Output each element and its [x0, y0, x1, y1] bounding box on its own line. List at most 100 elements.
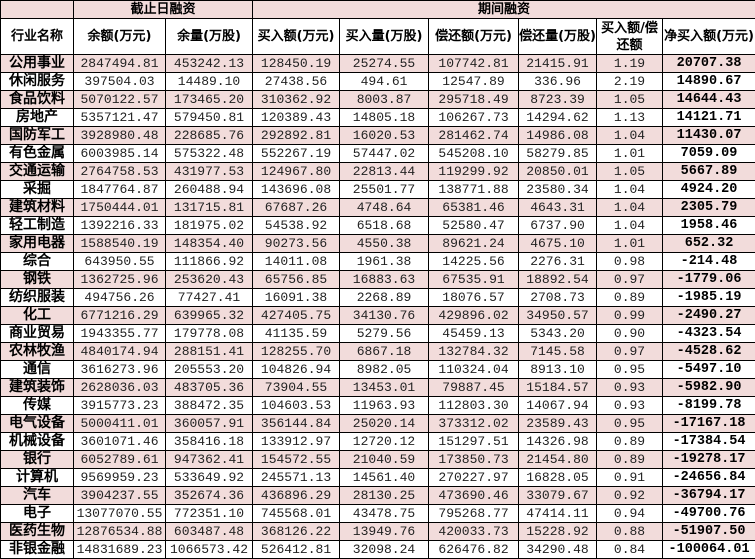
cell-balance-amount: 3915773.23: [73, 396, 166, 415]
cell-balance-volume: 453242.13: [164, 54, 254, 73]
cell-buy-volume: 8982.05: [339, 360, 430, 379]
cell-repay-amount: 173850.73: [428, 450, 520, 469]
cell-buy-volume: 5279.56: [339, 324, 430, 343]
cell-repay-volume: 14326.98: [518, 432, 598, 451]
cell-repay-volume: 16828.05: [518, 468, 598, 487]
cell-repay-amount: 65381.46: [428, 198, 520, 217]
cell-net-buy-amount: -17384.54: [662, 432, 755, 451]
cell-buy-volume: 4748.64: [339, 198, 430, 217]
cell-balance-volume: 352674.36: [164, 486, 254, 505]
cell-buy-volume: 25274.55: [339, 54, 430, 73]
cell-balance-amount: 3601071.46: [73, 432, 166, 451]
cell-repay-volume: 2708.73: [518, 288, 598, 307]
cell-buy-volume: 43478.75: [339, 504, 430, 523]
cell-buy-repay-ratio: 0.95: [596, 414, 664, 433]
cell-repay-amount: 14225.56: [428, 252, 520, 271]
cell-buy-amount: 292892.81: [252, 126, 341, 145]
cell-balance-volume: 173465.20: [164, 90, 254, 109]
cell-balance-volume: 639965.32: [164, 306, 254, 325]
cell-buy-volume: 494.61: [339, 72, 430, 91]
cell-balance-volume: 579450.81: [164, 108, 254, 127]
cell-buy-volume: 6867.18: [339, 342, 430, 361]
cell-net-buy-amount: -2490.27: [662, 306, 755, 325]
cell-buy-repay-ratio: 0.84: [596, 540, 664, 559]
cell-repay-amount: 626476.82: [428, 540, 520, 559]
cell-buy-amount: 65756.85: [252, 270, 341, 289]
table-row: 电气设备 5000411.01 360057.91 356144.84 25020.14…: [0, 414, 755, 433]
cell-net-buy-amount: -4528.62: [662, 342, 755, 361]
cell-buy-amount: 245571.13: [252, 468, 341, 487]
cell-buy-volume: 13453.01: [339, 378, 430, 397]
cell-industry: 建筑材料: [0, 198, 74, 217]
cell-repay-amount: 295718.49: [428, 90, 520, 109]
cell-repay-volume: 8723.39: [518, 90, 598, 109]
cell-repay-volume: 5343.20: [518, 324, 598, 343]
table-row: 采掘 1847764.87 260488.94 143696.08 25501.77 13…: [0, 180, 755, 199]
cell-buy-repay-ratio: 1.01: [596, 234, 664, 253]
cell-buy-repay-ratio: 0.93: [596, 378, 664, 397]
cell-net-buy-amount: -36794.17: [662, 486, 755, 505]
cell-buy-repay-ratio: 0.90: [596, 324, 664, 343]
cell-buy-volume: 16883.63: [339, 270, 430, 289]
table-row: 汽车 3904237.55 352674.36 436896.29 28130.25 47…: [0, 486, 755, 505]
cell-balance-volume: 181975.02: [164, 216, 254, 235]
cell-buy-volume: 21040.59: [339, 450, 430, 469]
cell-repay-volume: 18892.54: [518, 270, 598, 289]
column-header-repay-volume: 偿还量(万股): [518, 18, 598, 55]
cell-balance-amount: 643950.55: [73, 252, 166, 271]
cell-buy-amount: 310362.92: [252, 90, 341, 109]
cell-industry: 有色金属: [0, 144, 74, 163]
cell-buy-amount: 27438.56: [252, 72, 341, 91]
cell-buy-volume: 8003.87: [339, 90, 430, 109]
header-group-period: 期间融资: [252, 0, 755, 19]
cell-net-buy-amount: -214.48: [662, 252, 755, 271]
cell-repay-volume: 20850.01: [518, 162, 598, 181]
table-row: 机械设备 3601071.46 358416.18 133912.97 12720.12…: [0, 432, 755, 451]
table-row: 化工 6771216.29 639965.32 427405.75 34130.76 42…: [0, 306, 755, 325]
cell-buy-repay-ratio: 1.05: [596, 90, 664, 109]
cell-buy-repay-ratio: 1.19: [596, 54, 664, 73]
cell-buy-volume: 14805.18: [339, 108, 430, 127]
cell-repay-amount: 151297.51: [428, 432, 520, 451]
cell-industry: 传媒: [0, 396, 74, 415]
cell-buy-repay-ratio: 0.89: [596, 432, 664, 451]
cell-balance-amount: 9569959.23: [73, 468, 166, 487]
cell-repay-amount: 89621.24: [428, 234, 520, 253]
cell-buy-amount: 104826.94: [252, 360, 341, 379]
cell-buy-amount: 14011.08: [252, 252, 341, 271]
cell-balance-amount: 2847494.81: [73, 54, 166, 73]
table-row: 家用电器 1588540.19 148354.40 90273.56 4550.38 89…: [0, 234, 755, 253]
cell-buy-repay-ratio: 0.89: [596, 450, 664, 469]
cell-repay-amount: 420033.73: [428, 522, 520, 541]
cell-balance-amount: 13077070.55: [73, 504, 166, 523]
cell-industry: 商业贸易: [0, 324, 74, 343]
cell-balance-volume: 575322.48: [164, 144, 254, 163]
cell-industry: 房地产: [0, 108, 74, 127]
cell-buy-repay-ratio: 1.01: [596, 144, 664, 163]
cell-buy-amount: 104603.53: [252, 396, 341, 415]
cell-buy-repay-ratio: 0.97: [596, 270, 664, 289]
cell-buy-repay-ratio: 0.95: [596, 360, 664, 379]
table-row: 传媒 3915773.23 388472.35 104603.53 11963.93 11…: [0, 396, 755, 415]
cell-buy-repay-ratio: 0.99: [596, 306, 664, 325]
cell-industry: 通信: [0, 360, 74, 379]
cell-industry: 综合: [0, 252, 74, 271]
cell-buy-volume: 2268.89: [339, 288, 430, 307]
cell-repay-volume: 23580.34: [518, 180, 598, 199]
cell-buy-repay-ratio: 1.04: [596, 180, 664, 199]
cell-net-buy-amount: -49700.76: [662, 504, 755, 523]
table-row: 食品饮料 5070122.57 173465.20 310362.92 8003.87 2…: [0, 90, 755, 109]
cell-buy-amount: 128255.70: [252, 342, 341, 361]
cell-net-buy-amount: -1779.06: [662, 270, 755, 289]
cell-repay-amount: 52580.47: [428, 216, 520, 235]
cell-balance-volume: 253620.43: [164, 270, 254, 289]
cell-net-buy-amount: 5667.89: [662, 162, 755, 181]
cell-repay-amount: 79887.45: [428, 378, 520, 397]
cell-balance-amount: 1362725.96: [73, 270, 166, 289]
cell-balance-amount: 1750444.01: [73, 198, 166, 217]
table-row: 银行 6052789.61 947362.41 154572.55 21040.59 17…: [0, 450, 755, 469]
cell-repay-amount: 18076.57: [428, 288, 520, 307]
cell-industry: 国防军工: [0, 126, 74, 145]
cell-balance-amount: 5357121.47: [73, 108, 166, 127]
